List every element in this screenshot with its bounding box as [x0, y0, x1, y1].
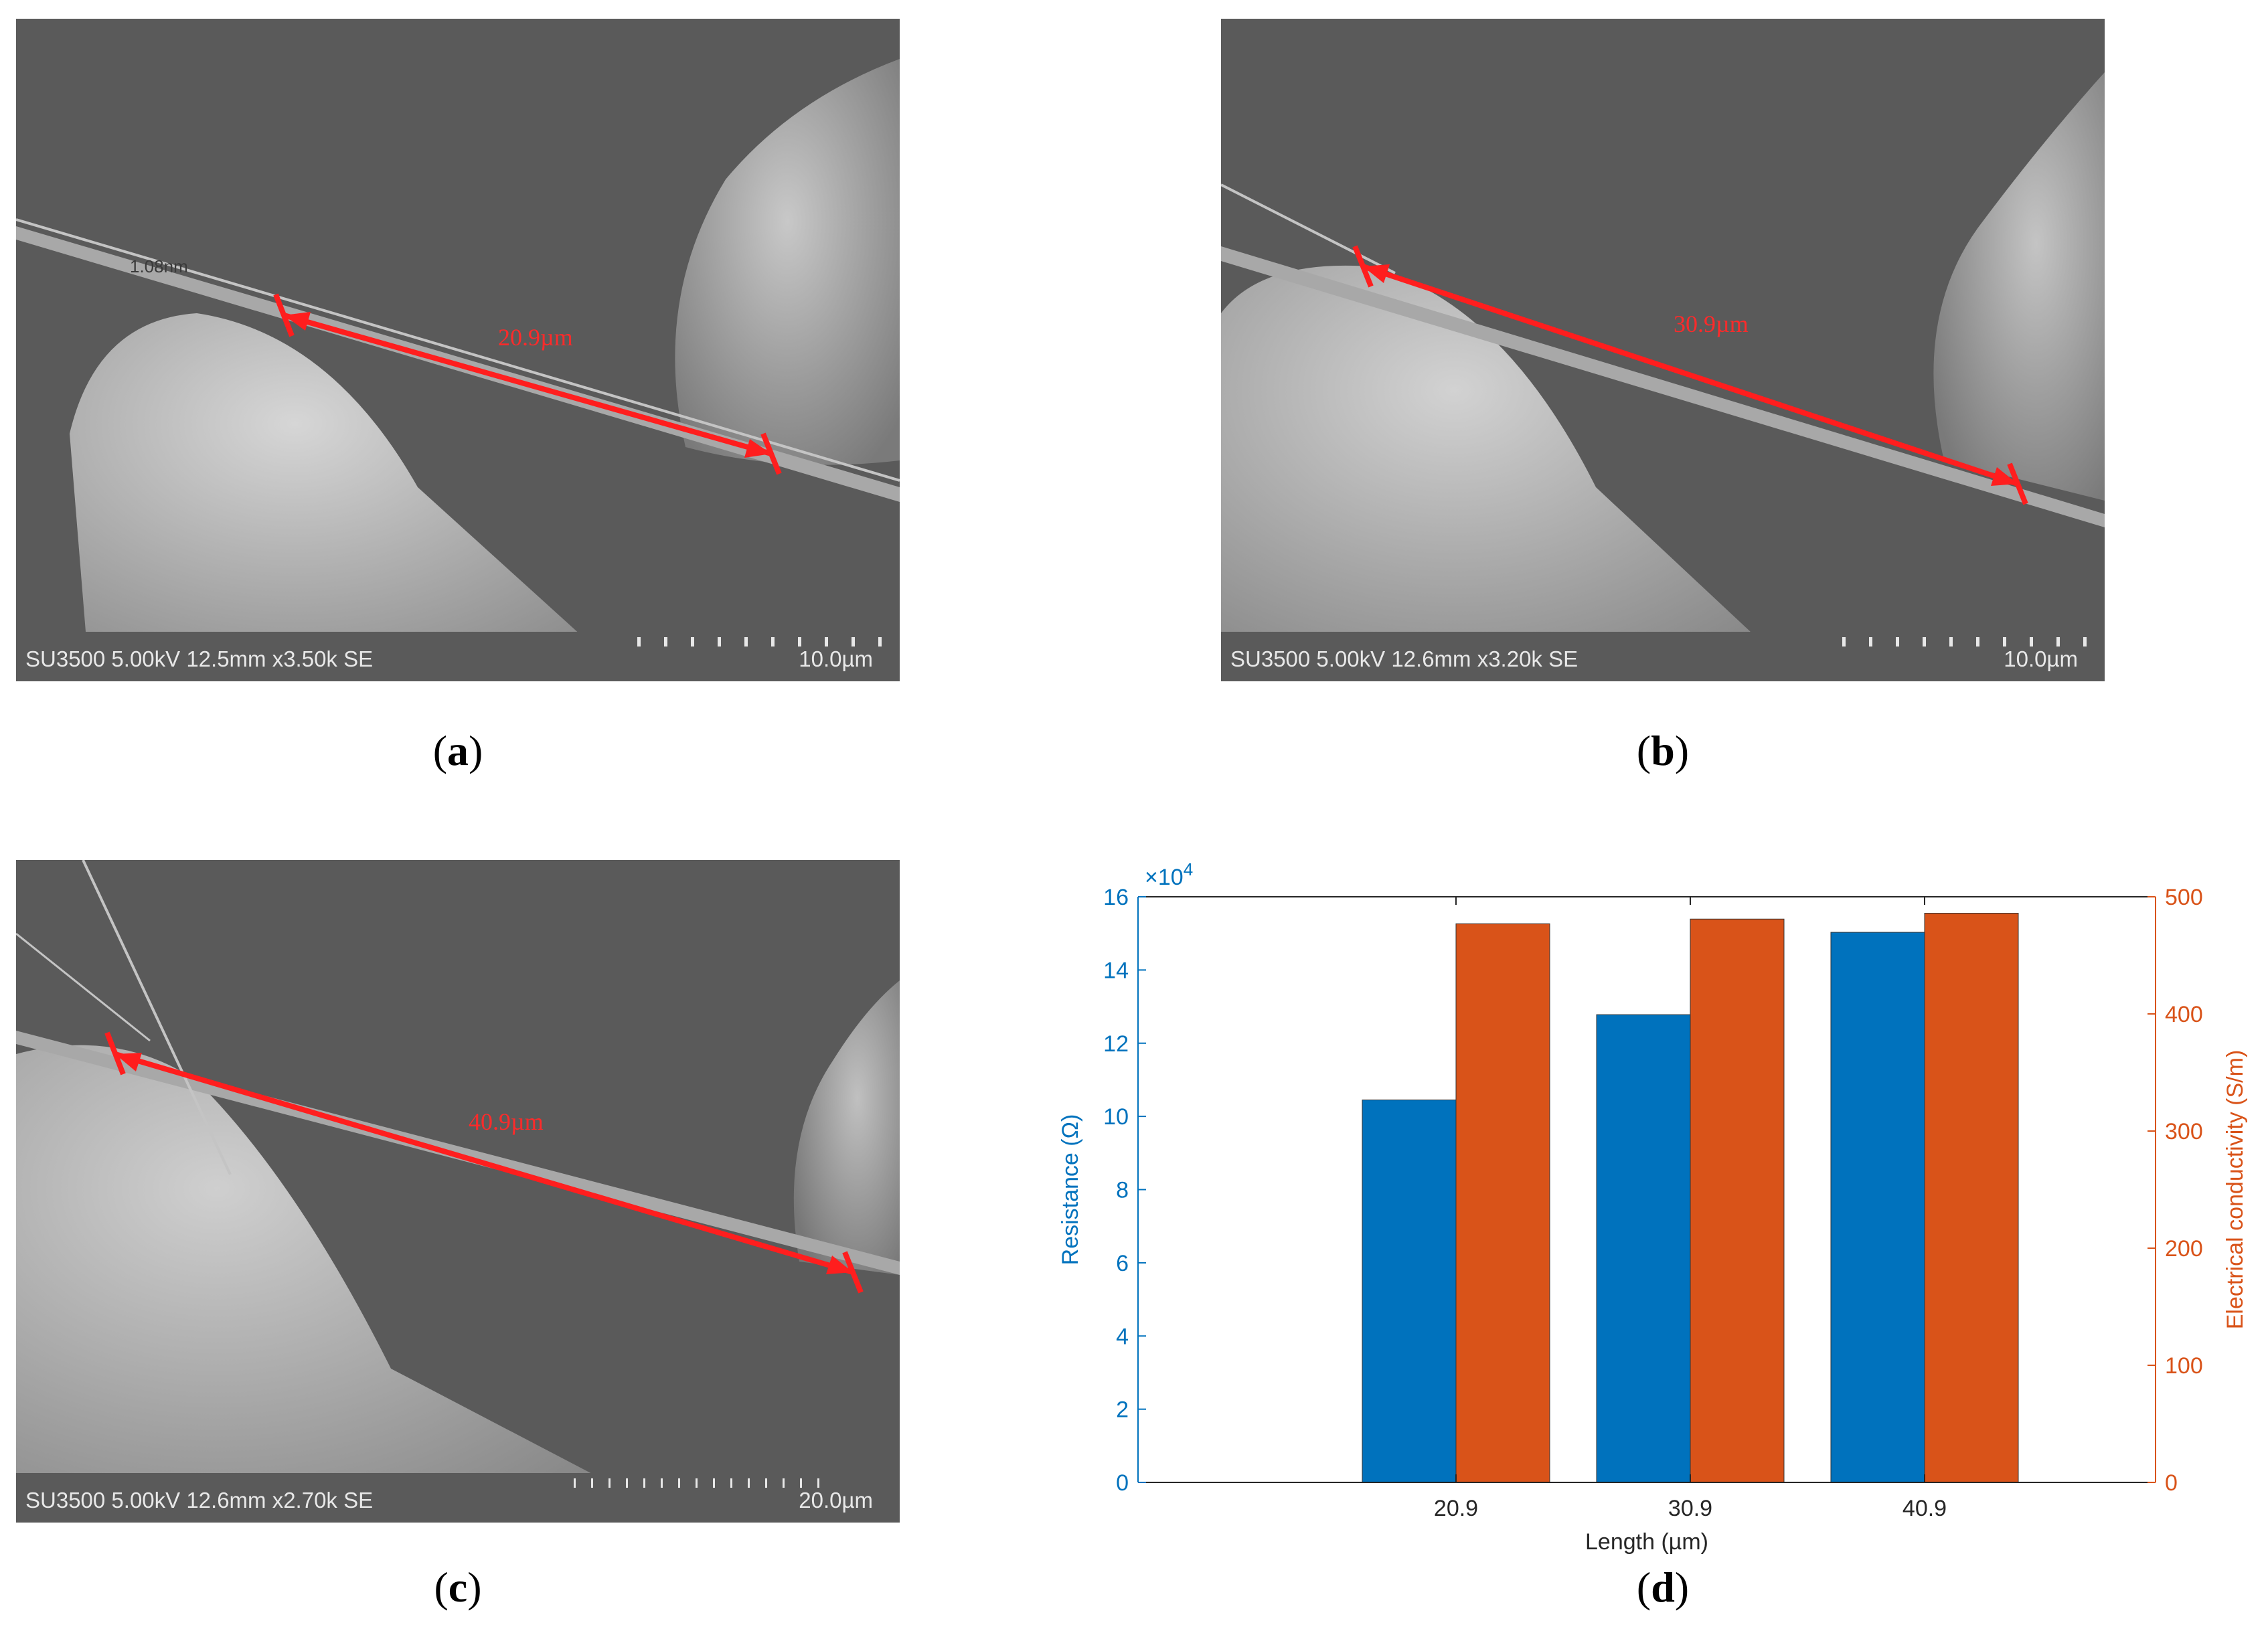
bar-left-40.9 — [1830, 932, 1925, 1483]
x-axis-label: Length (µm) — [1585, 1529, 1708, 1555]
bar-left-20.9 — [1362, 1100, 1457, 1483]
nanofiber-bundle — [1221, 246, 2105, 527]
sem-info-text: SU3500 5.00kV 12.5mm x3.50k SE — [25, 646, 374, 671]
measurement-label-a: 20.9µm — [498, 324, 573, 351]
chart-panel-d: 20.9 30.9 40.9 0 2 4 6 8 10 12 14 16 ×104 0 100 200 300 4… — [1044, 843, 2268, 1559]
sem-info-bar-b: SU3500 5.00kV 12.6mm x3.20k SE 10.0µm — [1221, 632, 2105, 681]
sem-info-text: SU3500 5.00kV 12.6mm x3.20k SE — [1230, 646, 1578, 671]
scale-bar-dots — [1842, 637, 2087, 646]
left-tick-label: 8 — [1116, 1178, 1129, 1203]
scale-bar-label: 20.0µm — [799, 1488, 873, 1513]
bar-right-40.9 — [1924, 913, 2019, 1483]
measurement-arrow-c — [104, 1031, 864, 1294]
scale-bar-dots — [637, 637, 882, 646]
scale-bar-label: 10.0µm — [799, 646, 873, 671]
left-axis-label: Resistance (Ω) — [1058, 1114, 1083, 1266]
right-tick-label: 200 — [2165, 1236, 2203, 1262]
caption-a: (a) — [432, 727, 483, 774]
scale-bar-dots — [574, 1478, 819, 1488]
left-tick-label: 4 — [1116, 1324, 1129, 1349]
x-tick-label: 40.9 — [1902, 1496, 1947, 1521]
sem-info-text: SU3500 5.00kV 12.6mm x2.70k SE — [25, 1488, 374, 1513]
left-tick-label: 6 — [1116, 1251, 1129, 1276]
caption-c: (c) — [434, 1563, 482, 1611]
right-tick-label: 400 — [2165, 1002, 2203, 1027]
measurement-arrow-a — [273, 293, 782, 475]
bar-chart: 20.9 30.9 40.9 0 2 4 6 8 10 12 14 16 ×104 0 100 200 300 4… — [1058, 859, 2248, 1555]
right-tick-label: 100 — [2165, 1353, 2203, 1379]
left-axis-exponent: ×104 — [1145, 859, 1193, 890]
bar-left-30.9 — [1596, 1014, 1691, 1483]
measurement-label-c: 40.9µm — [469, 1108, 544, 1135]
left-tick-label: 12 — [1103, 1031, 1129, 1057]
caption-d: (d) — [1636, 1563, 1690, 1611]
bar-right-20.9 — [1455, 923, 1550, 1483]
sem-image-a: 20.9µm 1.08nm SU3500 5.00kV 12.5mm x3.50… — [16, 19, 900, 681]
sem-scene-a — [16, 59, 900, 681]
sem-image-b: 30.9µm SU3500 5.00kV 12.6mm x3.20k SE 10… — [1221, 19, 2105, 681]
sphere-body — [793, 980, 900, 1275]
caption-b: (b) — [1636, 727, 1690, 774]
fiber-body — [1221, 265, 1803, 681]
sem-info-bar-a: SU3500 5.00kV 12.5mm x3.50k SE 10.0µm — [16, 632, 900, 681]
sphere-body — [1933, 72, 2105, 501]
sphere-body — [675, 59, 900, 465]
sem-scene-b — [1221, 72, 2105, 681]
scale-bar-label: 10.0µm — [2004, 646, 2078, 671]
measurement-arrow-b — [1352, 245, 2028, 505]
right-tick-label: 300 — [2165, 1119, 2203, 1144]
fiber-body — [70, 313, 632, 681]
right-axis-label: Electrical conductivity (S/m) — [2222, 1050, 2248, 1330]
bar-right-30.9 — [1690, 918, 1785, 1483]
left-tick-label: 14 — [1103, 958, 1129, 983]
x-tick-label: 20.9 — [1434, 1496, 1478, 1521]
left-tick-label: 2 — [1116, 1397, 1129, 1423]
measurement-label-b: 30.9µm — [1674, 311, 1749, 337]
fiber-body — [16, 1045, 685, 1523]
sem-image-c: 40.9µm SU3500 5.00kV 12.6mm x2.70k SE 20… — [16, 860, 900, 1523]
left-tick-label: 16 — [1103, 885, 1129, 910]
overlay-text-a: 1.08nm — [130, 256, 188, 276]
x-tick-label: 30.9 — [1668, 1496, 1712, 1521]
left-tick-label: 0 — [1116, 1470, 1129, 1496]
right-tick-label: 0 — [2165, 1470, 2178, 1496]
sem-info-bar-c: SU3500 5.00kV 12.6mm x2.70k SE 20.0µm — [16, 1473, 900, 1523]
right-tick-label: 500 — [2165, 885, 2203, 910]
left-tick-label: 10 — [1103, 1104, 1129, 1130]
